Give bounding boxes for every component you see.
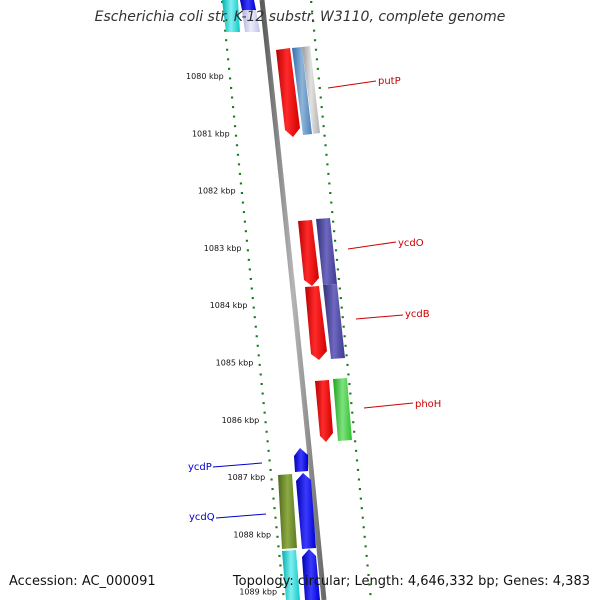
feature-bottom-blue bbox=[302, 549, 320, 600]
label-ycdP: ycdP bbox=[188, 462, 212, 473]
cds-ycdO bbox=[298, 220, 319, 286]
label-ycdB: ycdB bbox=[405, 309, 430, 320]
leader-ycdQ bbox=[215, 513, 267, 519]
gene-ycdQ bbox=[296, 473, 316, 549]
gene-ycdB bbox=[323, 284, 345, 359]
cds-ycdB bbox=[305, 286, 327, 360]
genome-backbone bbox=[259, 0, 327, 600]
features bbox=[222, 0, 352, 600]
scale-label: 1088 kbp bbox=[233, 530, 271, 539]
cds-putP bbox=[276, 48, 300, 137]
cds-phoH bbox=[315, 380, 333, 442]
feature-olive bbox=[278, 474, 297, 549]
feature-grey bbox=[302, 46, 320, 134]
feature-top-cyan bbox=[222, 0, 240, 32]
scale-label: 1086 kbp bbox=[222, 416, 260, 425]
scale-labels: 1080 kbp 1081 kbp 1082 kbp 1083 kbp 1084 kbp… bbox=[186, 72, 277, 597]
leader-ycdP bbox=[212, 462, 263, 468]
scale-label: 1080 kbp bbox=[186, 72, 224, 81]
label-putP: putP bbox=[378, 76, 401, 87]
gene-labels: putP ycdO ycdB phoH ycdP ycdQ bbox=[188, 76, 441, 523]
feature-top-lavender bbox=[242, 10, 260, 32]
page-title: Escherichia coli str. K-12 substr. W3110… bbox=[94, 9, 506, 25]
scale-label: 1085 kbp bbox=[216, 359, 254, 368]
summary-text: Topology: circular; Length: 4,646,332 bp… bbox=[232, 574, 590, 589]
leader-putP bbox=[327, 80, 377, 89]
scale-label: 1089 kbp bbox=[239, 588, 277, 597]
scale-label: 1082 kbp bbox=[198, 187, 236, 196]
outer-tick-row bbox=[310, 1, 372, 596]
accession-text: Accession: AC_000091 bbox=[9, 574, 156, 589]
feature-top-blue bbox=[240, 0, 256, 10]
inner-tick-row bbox=[221, 1, 285, 596]
leader-ycdO bbox=[347, 241, 397, 250]
leader-phoH bbox=[363, 402, 414, 409]
feature-bottom-cyan bbox=[282, 550, 300, 600]
scale-label: 1087 kbp bbox=[227, 473, 265, 482]
gene-phoH bbox=[333, 378, 352, 441]
label-ycdQ: ycdQ bbox=[189, 512, 215, 523]
gene-ycdO bbox=[316, 218, 337, 285]
gene-ycdP bbox=[294, 448, 308, 472]
gene-putP bbox=[292, 47, 312, 135]
scale-label: 1083 kbp bbox=[204, 244, 242, 253]
leader-ycdB bbox=[355, 314, 404, 320]
label-phoH: phoH bbox=[415, 399, 441, 410]
scale-label: 1081 kbp bbox=[192, 129, 230, 138]
label-ycdO: ycdO bbox=[398, 238, 424, 249]
scale-label: 1084 kbp bbox=[210, 301, 248, 310]
